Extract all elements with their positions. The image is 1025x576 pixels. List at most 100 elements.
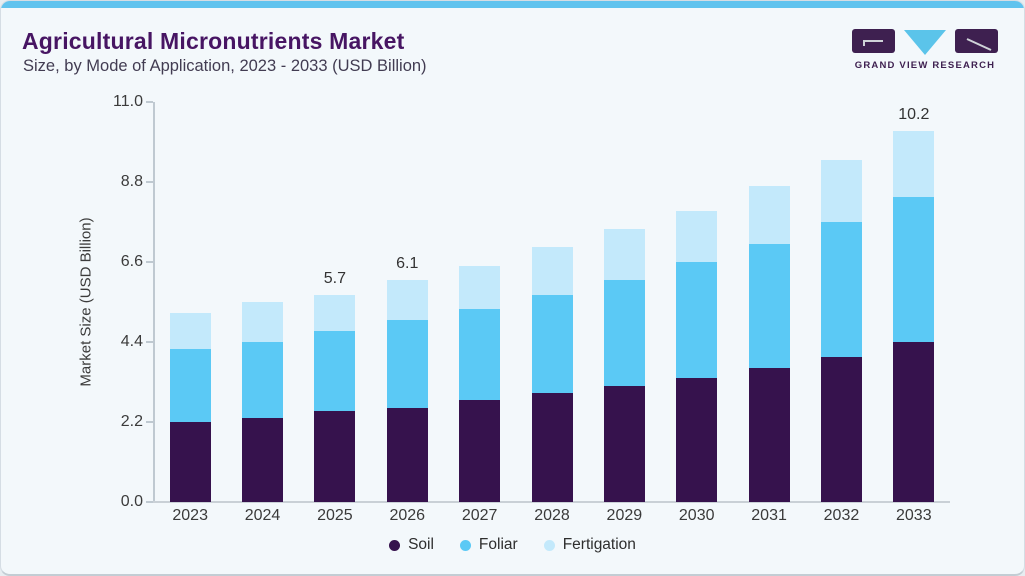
bar-segment-foliar-2027 bbox=[459, 309, 501, 401]
x-tick-label-2026: 2026 bbox=[389, 507, 426, 524]
x-tick-label-2030: 2030 bbox=[678, 507, 715, 524]
y-tick-mark bbox=[146, 181, 153, 183]
plot-area: 5.7 6.1 10.2 bbox=[154, 102, 950, 502]
x-tick-label-2025: 2025 bbox=[317, 507, 353, 524]
y-tick-mark bbox=[146, 341, 153, 343]
bar-slot-2026: 6.1 bbox=[371, 102, 443, 502]
legend-dot-fertigation-icon bbox=[543, 539, 555, 551]
bar-segment-foliar-2023 bbox=[169, 349, 211, 422]
bar-slot-2030 bbox=[661, 102, 733, 502]
bar-value-label-2033: 10.2 bbox=[898, 106, 930, 124]
bar-segment-soil-2029 bbox=[603, 385, 645, 502]
chart-legend: Soil Foliar Fertigation bbox=[1, 536, 1024, 554]
legend-item-soil: Soil bbox=[389, 536, 434, 554]
bar-segment-foliar-2025 bbox=[314, 331, 356, 412]
bar-2030 bbox=[676, 211, 718, 502]
legend-label-fertigation: Fertigation bbox=[562, 536, 636, 553]
bar-2026 bbox=[386, 280, 428, 502]
bar-segment-soil-2024 bbox=[242, 418, 284, 502]
bar-slot-2033: 10.2 bbox=[878, 102, 950, 502]
bar-segment-fertigation-2024 bbox=[242, 302, 284, 343]
bar-segment-fertigation-2028 bbox=[531, 247, 573, 295]
bar-segment-soil-2033 bbox=[893, 342, 935, 502]
y-tick-mark bbox=[146, 421, 153, 423]
bar-2029 bbox=[603, 229, 645, 502]
x-tick-label-2024: 2024 bbox=[244, 507, 281, 524]
gvr-logo: GRAND VIEW RESEARCH bbox=[852, 29, 998, 71]
y-tick-mark bbox=[146, 501, 153, 503]
bar-segment-fertigation-2026 bbox=[386, 280, 428, 321]
bar-segment-foliar-2029 bbox=[603, 280, 645, 386]
y-tick-label-11.0: 11.0 bbox=[113, 93, 143, 110]
bar-slot-2028 bbox=[516, 102, 588, 502]
bar-slot-2023 bbox=[154, 102, 226, 502]
bar-segment-soil-2025 bbox=[314, 411, 356, 502]
y-axis-line bbox=[153, 102, 155, 503]
bar-2031 bbox=[748, 185, 790, 502]
x-tick-label-2028: 2028 bbox=[534, 507, 570, 524]
bar-slot-2025: 5.7 bbox=[299, 102, 371, 502]
bar-value-label-2025: 5.7 bbox=[323, 269, 347, 287]
y-tick-mark bbox=[146, 261, 153, 263]
top-accent-bar bbox=[1, 1, 1024, 8]
bar-segment-fertigation-2027 bbox=[459, 265, 501, 310]
gvr-logo-shapes bbox=[852, 29, 998, 55]
page-subtitle: Size, by Mode of Application, 2023 - 203… bbox=[23, 57, 427, 75]
y-tick-mark bbox=[146, 101, 153, 103]
x-tick-labels: 2023 2024 2025 2026 2027 2028 2029 2030 2031 2032… bbox=[154, 507, 950, 529]
x-tick-label-2032: 2032 bbox=[823, 507, 860, 524]
x-axis-line bbox=[153, 501, 950, 503]
y-tick-label-2.2: 2.2 bbox=[120, 413, 143, 430]
bar-segment-fertigation-2031 bbox=[748, 185, 790, 244]
legend-item-fertigation: Fertigation bbox=[543, 536, 636, 554]
bar-segment-fertigation-2025 bbox=[314, 294, 356, 332]
x-tick-label-2029: 2029 bbox=[606, 507, 643, 524]
bar-segment-soil-2030 bbox=[676, 378, 718, 502]
bar-value-label-2026: 6.1 bbox=[396, 255, 419, 273]
bar-2025 bbox=[314, 294, 356, 502]
logo-brand-text: GRAND VIEW RESEARCH bbox=[854, 60, 996, 71]
bar-segment-foliar-2031 bbox=[748, 243, 790, 368]
bar-2028 bbox=[531, 247, 573, 502]
bar-segment-fertigation-2032 bbox=[820, 160, 862, 222]
bar-2023 bbox=[169, 312, 211, 502]
y-tick-labels: 0.0 2.2 4.4 6.6 8.8 11.0 bbox=[89, 93, 143, 510]
bar-2024 bbox=[242, 302, 284, 502]
bar-slot-2029 bbox=[588, 102, 660, 502]
logo-v-triangle-icon bbox=[904, 30, 946, 55]
bar-segment-soil-2023 bbox=[169, 422, 211, 502]
legend-label-foliar: Foliar bbox=[478, 536, 518, 553]
bar-segment-soil-2026 bbox=[386, 407, 428, 502]
logo-g-block-icon bbox=[852, 29, 895, 53]
bar-segment-fertigation-2029 bbox=[603, 229, 645, 281]
x-tick-label-2033: 2033 bbox=[896, 507, 932, 524]
y-tick-label-4.4: 4.4 bbox=[120, 333, 143, 350]
legend-dot-foliar-icon bbox=[459, 539, 471, 551]
x-tick-label-2027: 2027 bbox=[461, 507, 498, 524]
legend-dot-soil-icon bbox=[389, 539, 401, 551]
bar-segment-fertigation-2033 bbox=[893, 131, 935, 197]
x-tick-label-2023: 2023 bbox=[172, 507, 208, 524]
bar-segment-foliar-2033 bbox=[893, 196, 935, 342]
bar-2027 bbox=[459, 265, 501, 502]
bar-segment-foliar-2024 bbox=[242, 342, 284, 419]
bar-slot-2027 bbox=[443, 102, 515, 502]
bar-slot-2031 bbox=[733, 102, 805, 502]
bar-segment-fertigation-2030 bbox=[676, 211, 718, 263]
bar-segment-foliar-2028 bbox=[531, 294, 573, 393]
bar-slot-2024 bbox=[226, 102, 298, 502]
page-title: Agricultural Micronutrients Market bbox=[22, 28, 405, 54]
bar-segment-soil-2032 bbox=[820, 356, 862, 502]
bar-slot-2032 bbox=[805, 102, 877, 502]
bar-segment-soil-2028 bbox=[531, 392, 573, 502]
bar-segment-foliar-2030 bbox=[676, 262, 718, 379]
logo-r-block-icon bbox=[955, 29, 998, 53]
legend-label-soil: Soil bbox=[408, 536, 434, 553]
y-tick-label-0.0: 0.0 bbox=[120, 493, 143, 510]
y-tick-label-8.8: 8.8 bbox=[120, 173, 143, 190]
bar-2032 bbox=[820, 160, 862, 502]
x-tick-label-2031: 2031 bbox=[751, 507, 787, 524]
bar-segment-soil-2031 bbox=[748, 367, 790, 502]
bar-segment-foliar-2032 bbox=[820, 222, 862, 357]
